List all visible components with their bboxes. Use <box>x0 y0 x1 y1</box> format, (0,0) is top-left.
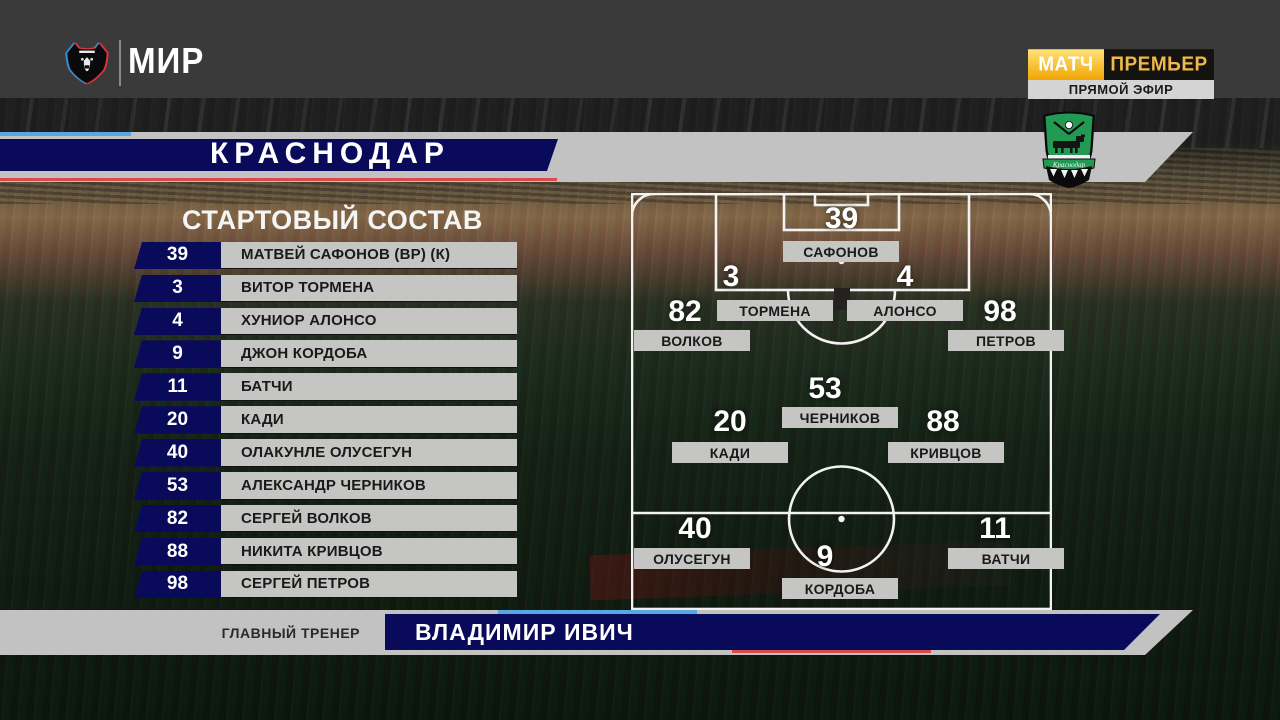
svg-text:Краснодар: Краснодар <box>1052 161 1086 169</box>
